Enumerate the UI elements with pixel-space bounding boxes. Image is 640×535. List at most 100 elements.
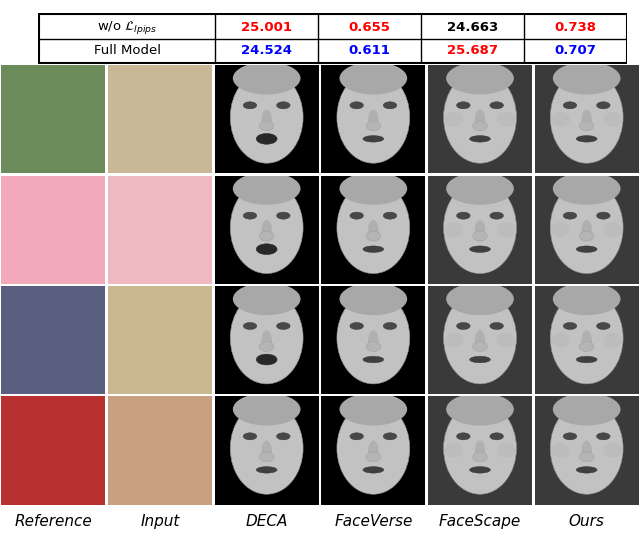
Text: Full Model: Full Model [93,44,161,57]
Ellipse shape [368,441,378,460]
Ellipse shape [563,433,577,440]
Ellipse shape [230,402,303,494]
Ellipse shape [230,71,303,163]
Ellipse shape [259,452,274,462]
Ellipse shape [445,222,463,238]
Ellipse shape [243,323,257,330]
Ellipse shape [350,323,364,330]
Ellipse shape [604,332,622,348]
Ellipse shape [276,323,290,330]
Ellipse shape [256,244,277,255]
Ellipse shape [604,222,622,238]
Ellipse shape [473,231,487,241]
Ellipse shape [363,246,384,253]
Text: 25.001: 25.001 [241,21,292,34]
Ellipse shape [553,172,621,205]
Ellipse shape [276,102,290,109]
Ellipse shape [490,323,504,330]
Ellipse shape [576,467,597,473]
Ellipse shape [582,441,592,460]
Text: DECA: DECA [246,514,288,529]
Ellipse shape [473,342,487,351]
Ellipse shape [337,71,410,163]
Ellipse shape [383,212,397,219]
Ellipse shape [366,231,381,241]
Ellipse shape [579,452,594,462]
Ellipse shape [551,222,570,238]
Ellipse shape [446,393,514,425]
Ellipse shape [339,62,407,95]
Ellipse shape [576,356,597,363]
Ellipse shape [233,172,301,205]
Ellipse shape [230,181,303,273]
Ellipse shape [256,133,277,144]
Ellipse shape [337,292,410,384]
Ellipse shape [350,212,364,219]
Ellipse shape [551,332,570,348]
Ellipse shape [444,292,516,384]
Ellipse shape [473,121,487,131]
Ellipse shape [551,443,570,458]
Ellipse shape [563,102,577,109]
Ellipse shape [550,71,623,163]
Ellipse shape [368,110,378,129]
Text: FaceScape: FaceScape [439,514,521,529]
Ellipse shape [456,433,470,440]
Ellipse shape [579,121,594,131]
Ellipse shape [446,282,514,315]
Ellipse shape [262,110,272,129]
Ellipse shape [475,330,485,350]
Ellipse shape [339,282,407,315]
Ellipse shape [553,62,621,95]
Text: Reference: Reference [15,514,92,529]
Ellipse shape [276,212,290,219]
Ellipse shape [262,441,272,460]
Ellipse shape [366,121,381,131]
Ellipse shape [579,231,594,241]
Ellipse shape [576,246,597,253]
Ellipse shape [596,102,610,109]
Ellipse shape [337,402,410,494]
Ellipse shape [579,342,594,351]
Ellipse shape [456,323,470,330]
Text: 25.687: 25.687 [447,44,498,57]
Ellipse shape [368,330,378,350]
Ellipse shape [366,342,381,351]
Ellipse shape [596,212,610,219]
Ellipse shape [490,212,504,219]
Text: 0.611: 0.611 [349,44,390,57]
Ellipse shape [470,467,490,473]
FancyBboxPatch shape [39,14,627,63]
Ellipse shape [444,71,516,163]
Ellipse shape [563,212,577,219]
Ellipse shape [363,135,384,142]
Ellipse shape [475,110,485,129]
Ellipse shape [604,112,622,127]
Ellipse shape [576,135,597,142]
Ellipse shape [383,102,397,109]
Ellipse shape [490,433,504,440]
Ellipse shape [233,282,301,315]
Text: 0.707: 0.707 [554,44,596,57]
Text: Ours: Ours [569,514,605,529]
Ellipse shape [366,452,381,462]
Ellipse shape [446,62,514,95]
Ellipse shape [497,332,515,348]
Ellipse shape [243,102,257,109]
Ellipse shape [553,282,621,315]
Text: 24.524: 24.524 [241,44,292,57]
Ellipse shape [497,222,515,238]
Ellipse shape [262,330,272,350]
Ellipse shape [243,433,257,440]
Ellipse shape [445,332,463,348]
Ellipse shape [262,220,272,240]
Ellipse shape [470,246,490,253]
Ellipse shape [230,292,303,384]
Ellipse shape [445,443,463,458]
Ellipse shape [259,121,274,131]
Ellipse shape [553,393,621,425]
Ellipse shape [383,433,397,440]
Text: w/o $\mathcal{L}_{lpips}$: w/o $\mathcal{L}_{lpips}$ [97,19,157,36]
Ellipse shape [383,323,397,330]
Ellipse shape [550,181,623,273]
